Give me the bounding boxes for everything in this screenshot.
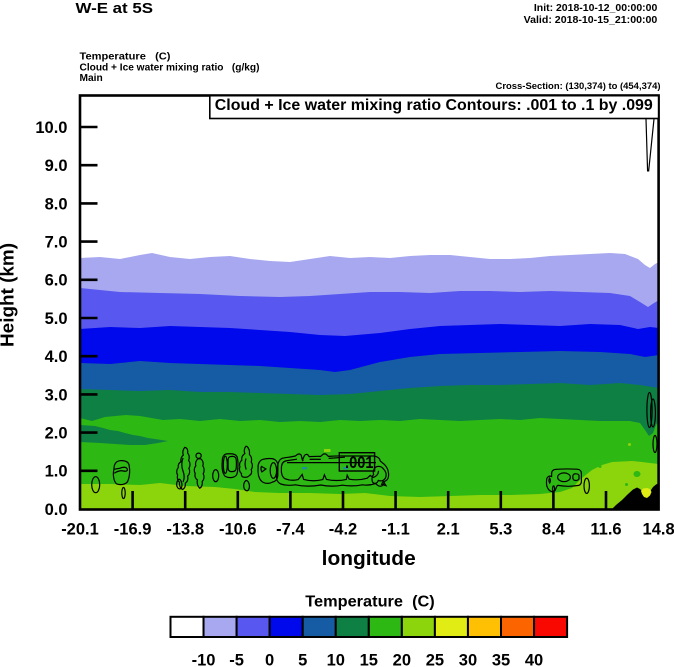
- svg-text:4.0: 4.0: [45, 348, 68, 366]
- svg-text:-5: -5: [229, 652, 244, 667]
- svg-text:Main: Main: [80, 73, 103, 84]
- svg-text:25: 25: [426, 652, 444, 667]
- svg-text:2.1: 2.1: [437, 521, 460, 539]
- svg-text:Cross-Section: (130,374) to (4: Cross-Section: (130,374) to (454,374): [496, 81, 661, 92]
- svg-text:Cloud + Ice water mixing ratio: Cloud + Ice water mixing ratio (g/kg): [80, 63, 260, 74]
- svg-text:Cloud + Ice water mixing ratio: Cloud + Ice water mixing ratio Contours:…: [215, 97, 653, 114]
- svg-text:.001: .001: [345, 453, 374, 472]
- svg-text:-1.1: -1.1: [381, 521, 409, 539]
- svg-text:14.8: 14.8: [643, 521, 674, 539]
- svg-text:-13.8: -13.8: [166, 521, 204, 539]
- svg-text:20: 20: [393, 652, 411, 667]
- svg-text:-10: -10: [192, 652, 216, 667]
- svg-text:Temperature (C): Temperature (C): [305, 593, 435, 610]
- svg-text:5.0: 5.0: [45, 310, 68, 328]
- svg-text:Height (km): Height (km): [0, 243, 18, 347]
- svg-text:0.0: 0.0: [45, 501, 68, 519]
- svg-text:Temperature (C): Temperature (C): [80, 51, 171, 62]
- svg-text:8.4: 8.4: [542, 521, 566, 539]
- svg-text:2.0: 2.0: [45, 425, 68, 443]
- svg-text:40: 40: [525, 652, 543, 667]
- svg-text:10.0: 10.0: [35, 119, 67, 137]
- svg-text:30: 30: [459, 652, 477, 667]
- svg-text:35: 35: [492, 652, 510, 667]
- svg-text:0: 0: [265, 652, 274, 667]
- svg-text:5: 5: [298, 652, 307, 667]
- svg-text:-10.6: -10.6: [219, 521, 257, 539]
- svg-text:-20.1: -20.1: [61, 521, 99, 539]
- svg-text:Valid: 2018-10-15_21:00:00: Valid: 2018-10-15_21:00:00: [524, 14, 658, 26]
- svg-text:10: 10: [327, 652, 345, 667]
- svg-text:1.0: 1.0: [45, 463, 68, 481]
- svg-text:15: 15: [360, 652, 378, 667]
- svg-text:longitude: longitude: [322, 547, 416, 570]
- svg-text:7.0: 7.0: [45, 234, 68, 252]
- svg-text:5.3: 5.3: [489, 521, 512, 539]
- svg-text:9.0: 9.0: [45, 157, 68, 175]
- svg-text:3.0: 3.0: [45, 386, 68, 404]
- svg-text:8.0: 8.0: [45, 195, 68, 213]
- svg-text:-7.4: -7.4: [276, 521, 305, 539]
- svg-text:11.6: 11.6: [590, 521, 621, 539]
- svg-text:Init: 2018-10-12_00:00:00: Init: 2018-10-12_00:00:00: [534, 2, 658, 14]
- svg-text:-4.2: -4.2: [329, 521, 357, 539]
- svg-text:W-E at 5S: W-E at 5S: [76, 0, 154, 17]
- svg-text:6.0: 6.0: [45, 272, 68, 290]
- svg-text:-16.9: -16.9: [114, 521, 152, 539]
